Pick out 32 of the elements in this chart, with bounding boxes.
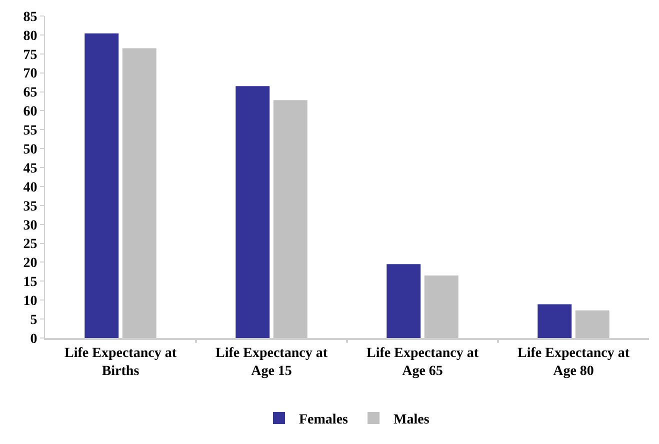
x-tick-label: Life Expectancy at Births [64,346,177,379]
y-tick-label: 85 [23,10,38,25]
y-tick-label: 30 [23,218,38,234]
y-tick-label: 5 [30,312,38,328]
y-tick-label: 45 [23,161,38,176]
bar [84,33,119,338]
bar [122,48,156,338]
y-tick-label: 15 [23,275,38,290]
y-tick-label: 55 [23,124,38,139]
y-tick-label: 0 [30,332,38,347]
legend-label: Females [299,412,349,428]
bar [575,310,610,338]
x-tick-label: Life Expectancy at Age 15 [216,346,328,379]
bar [538,304,572,338]
y-tick-label: 50 [23,142,38,158]
legend-label: Males [394,412,430,428]
y-tick-label: 75 [23,48,38,63]
y-tick-label: 65 [23,86,38,101]
y-tick-label: 70 [23,66,38,82]
x-tick-label: Life Expectancy at Age 80 [518,346,630,379]
y-tick-label: 35 [23,199,38,214]
y-tick-label: 80 [23,28,38,44]
y-tick-label: 25 [23,237,38,252]
x-tick-label: Life Expectancy at Age 65 [366,346,479,379]
bar [236,86,270,338]
bar [424,275,458,338]
bar [386,264,421,338]
bar [273,100,308,338]
y-tick-label: 10 [23,294,38,310]
y-tick-label: 20 [23,256,38,272]
y-tick-label: 40 [23,180,38,196]
y-tick-label: 60 [23,104,38,120]
